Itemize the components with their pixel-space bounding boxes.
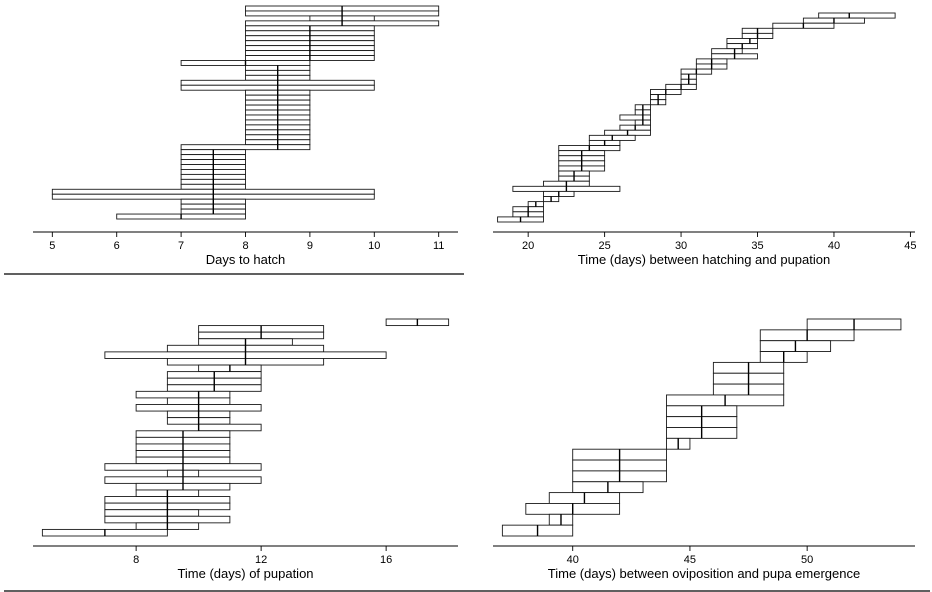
x-axis-title: Time (days) between hatching and pupatio…	[578, 252, 830, 267]
x-tick-label: 8	[242, 240, 248, 252]
x-tick-label: 6	[114, 240, 120, 252]
x-tick-label: 8	[133, 554, 139, 566]
x-tick-label: 40	[567, 554, 579, 566]
interval-bar	[180, 144, 311, 151]
x-tick-label: 40	[828, 240, 840, 252]
x-tick-label: 12	[255, 554, 267, 566]
interval-bar	[619, 114, 651, 121]
x-tick-label: 20	[522, 240, 534, 252]
interval-bar	[818, 12, 896, 19]
x-tick-label: 30	[675, 240, 687, 252]
interval-bar	[711, 48, 743, 55]
chart-panel-1: 5 6 7 8 9 10 11 Days to hatch	[33, 5, 458, 267]
x-tick-label: 45	[684, 554, 696, 566]
x-tick-label: 7	[178, 240, 184, 252]
x-axis-title: Time (days) between oviposition and pupa…	[548, 566, 860, 581]
x-tick-label: 16	[380, 554, 392, 566]
interval-bar	[726, 38, 758, 45]
interval-bar	[104, 509, 200, 517]
x-tick-label: 11	[433, 240, 444, 252]
x-tick-label: 25	[598, 240, 610, 252]
interval-bar	[198, 423, 262, 432]
x-tick-label: 5	[49, 240, 55, 252]
chart-panel-3: 8 12 16 Time (days) of pupation	[33, 318, 458, 581]
chart-panel-2: 20 25 30 35 40 45 Time (days) between hatching…	[493, 12, 917, 267]
interval-bar	[135, 390, 231, 399]
x-axis-title: Time (days) of pupation	[177, 566, 313, 581]
x-axis-title: Days to hatch	[206, 252, 286, 267]
x-tick-label: 9	[307, 240, 313, 252]
x-tick-label: 10	[368, 240, 380, 252]
x-tick-label: 50	[801, 554, 813, 566]
x-tick-label: 45	[904, 240, 916, 252]
x-tick-label: 35	[751, 240, 763, 252]
